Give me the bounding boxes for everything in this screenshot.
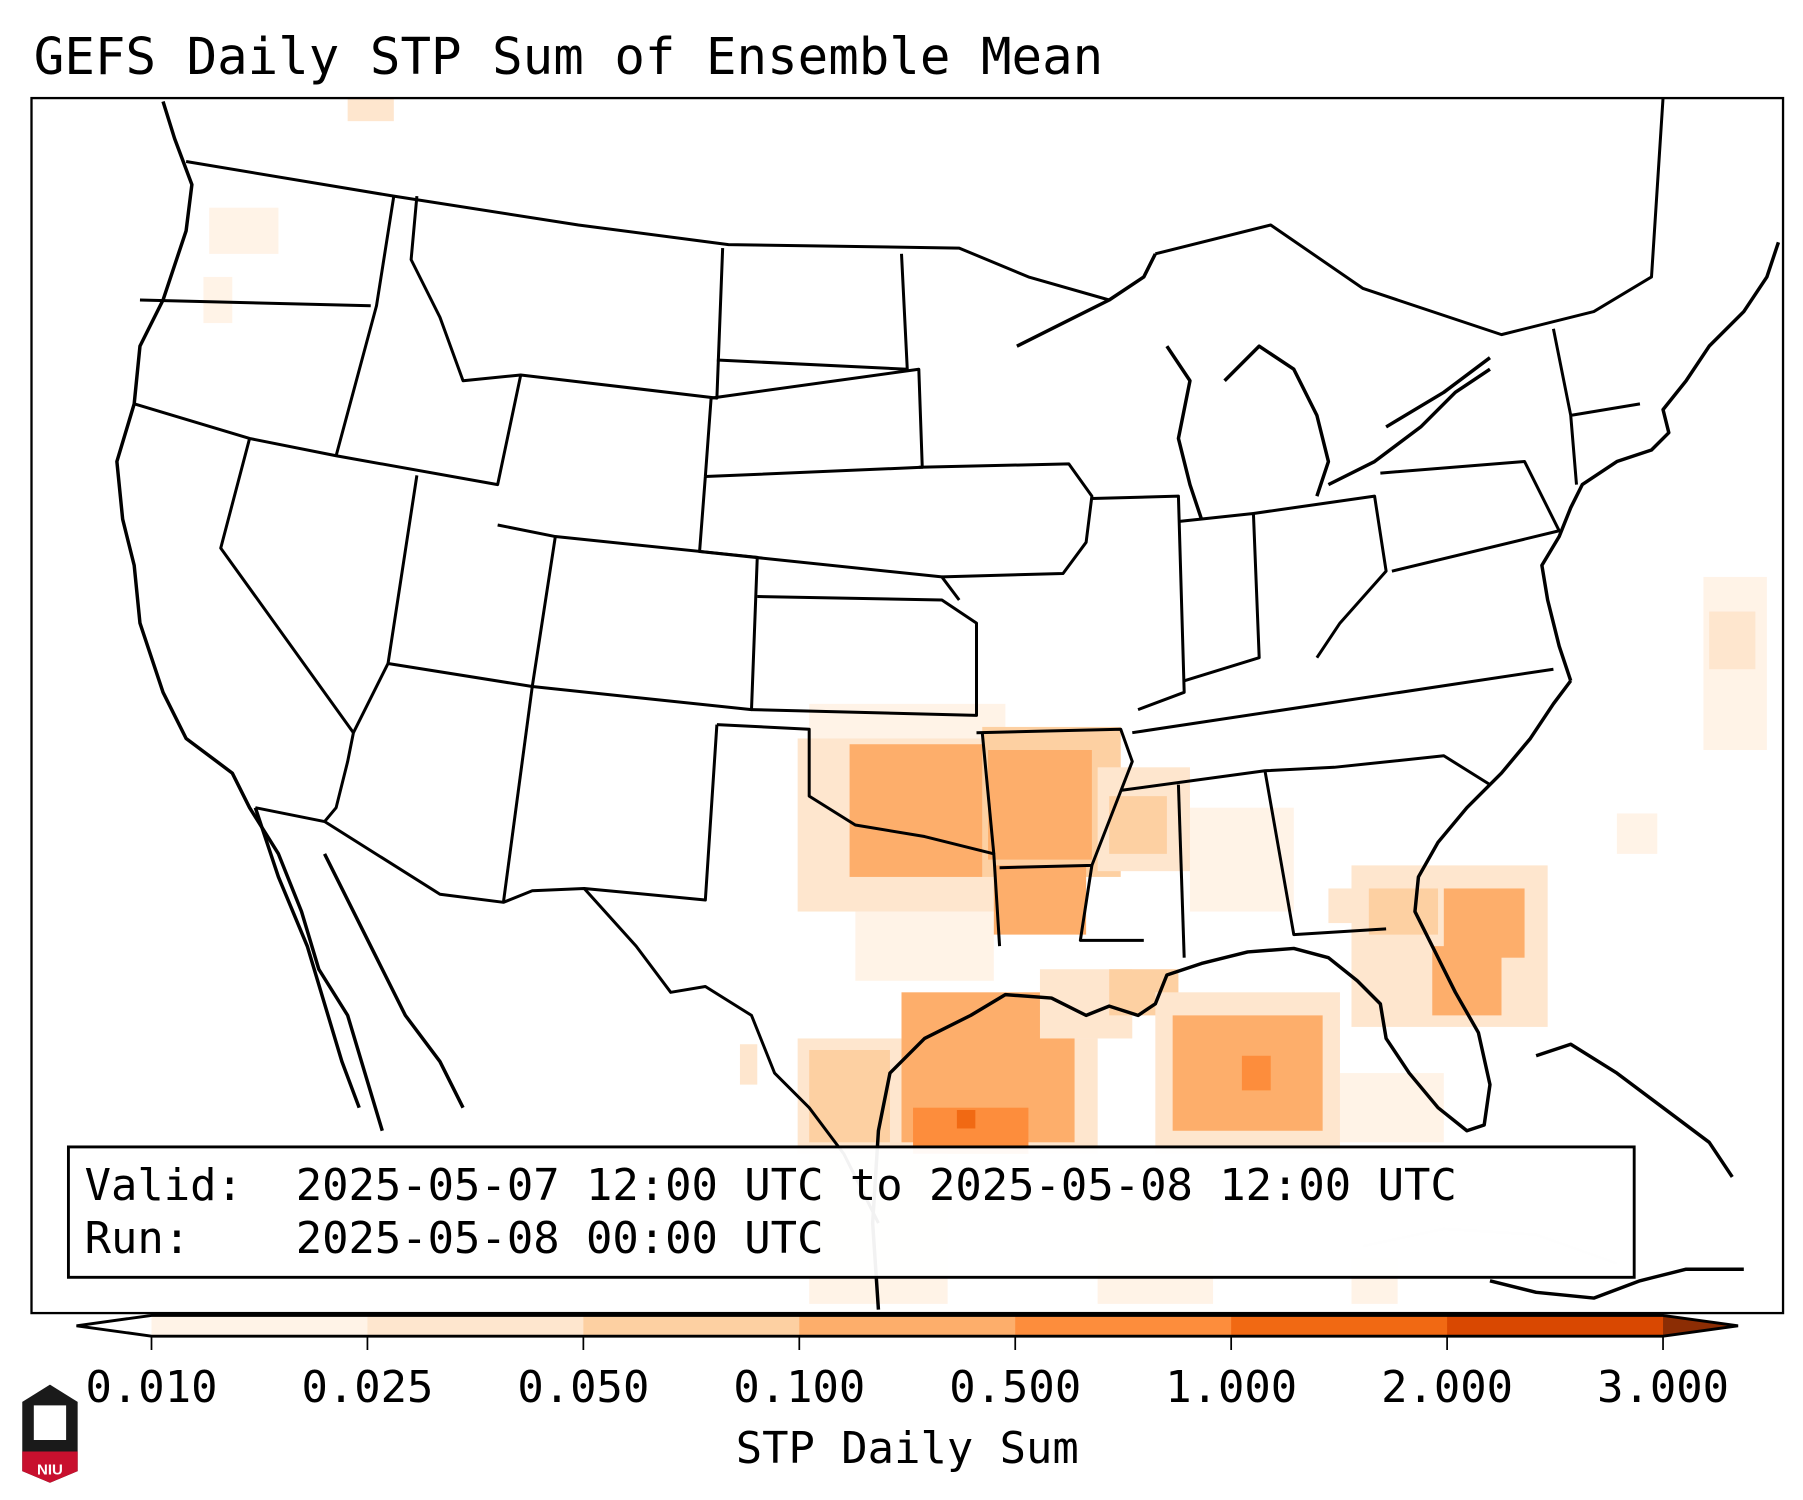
colorbar-tick-label: 2.000 xyxy=(1381,1362,1513,1413)
mexico-south xyxy=(1489,1267,1744,1300)
colorbar-segment xyxy=(1447,1315,1664,1337)
mexico-gulf-coast xyxy=(323,853,465,1109)
stp-cell xyxy=(1616,813,1658,854)
stp-cell xyxy=(1339,1073,1444,1143)
stp-cell xyxy=(855,911,994,981)
stp-cell xyxy=(1368,888,1439,935)
plot-title: GEFS Daily STP Sum of Ensemble Mean xyxy=(34,27,1103,86)
colorbar-segment xyxy=(1015,1315,1232,1337)
stp-cell xyxy=(1241,1055,1271,1091)
mexico-border xyxy=(255,806,880,1224)
niu-logo: NIU xyxy=(22,1384,78,1483)
colorbar-under-arrow xyxy=(76,1315,152,1337)
map xyxy=(31,98,1784,1314)
stp-cell xyxy=(809,703,1006,739)
colorbar-segment xyxy=(1231,1315,1448,1337)
colorbar-tick-label: 1.000 xyxy=(1165,1362,1297,1413)
valid-label: Valid: xyxy=(85,1160,243,1211)
colorbar-tick-label: 3.000 xyxy=(1597,1362,1729,1413)
stp-cell xyxy=(1432,946,1502,1016)
cuba xyxy=(1535,1042,1734,1178)
colorbar-segment xyxy=(367,1315,584,1337)
colorbar: 0.010 0.025 0.050 0.100 0.500 1.000 2.000 3.000 xyxy=(76,1313,1739,1413)
colorbar-segment xyxy=(151,1315,369,1337)
stp-cell xyxy=(993,865,1087,935)
west-coast xyxy=(115,101,384,1132)
colorbar-tick-label: 0.050 xyxy=(517,1362,649,1413)
colorbar-segment xyxy=(799,1315,1016,1337)
baja xyxy=(253,807,361,1109)
stp-cell xyxy=(347,98,394,122)
colorbar-over-arrow xyxy=(1663,1315,1739,1337)
stp-cell xyxy=(849,744,983,877)
stp-cell xyxy=(1709,611,1756,670)
stp-cell xyxy=(956,1110,976,1129)
colorbar-tick-label: 0.100 xyxy=(733,1362,865,1413)
run-label: Run: xyxy=(85,1213,191,1264)
logo-text: NIU xyxy=(37,1462,63,1479)
stp-cell xyxy=(988,750,1092,860)
stp-cell xyxy=(739,1044,758,1085)
state-borders xyxy=(133,195,1641,958)
colorbar-tick-label: 0.010 xyxy=(86,1362,218,1413)
run-time: 2025-05-08 00:00 UTC xyxy=(296,1213,824,1264)
stp-cell xyxy=(209,207,279,254)
info-box: Valid: 2025-05-07 12:00 UTC to 2025-05-0… xyxy=(66,1145,1636,1279)
valid-range: 2025-05-07 12:00 UTC to 2025-05-08 12:00… xyxy=(296,1160,1457,1211)
gulf-coast xyxy=(870,679,1573,1310)
stp-cell xyxy=(1189,807,1294,912)
colorbar-label: STP Daily Sum xyxy=(736,1423,1079,1474)
colorbar-tick-label: 0.500 xyxy=(949,1362,1081,1413)
map-frame xyxy=(30,96,1785,1315)
stp-cell xyxy=(1109,796,1167,854)
colorbar-segment xyxy=(583,1315,800,1337)
colorbar-tick-label: 0.025 xyxy=(301,1362,433,1413)
stp-cell xyxy=(203,276,233,324)
east-coast xyxy=(1540,241,1781,682)
